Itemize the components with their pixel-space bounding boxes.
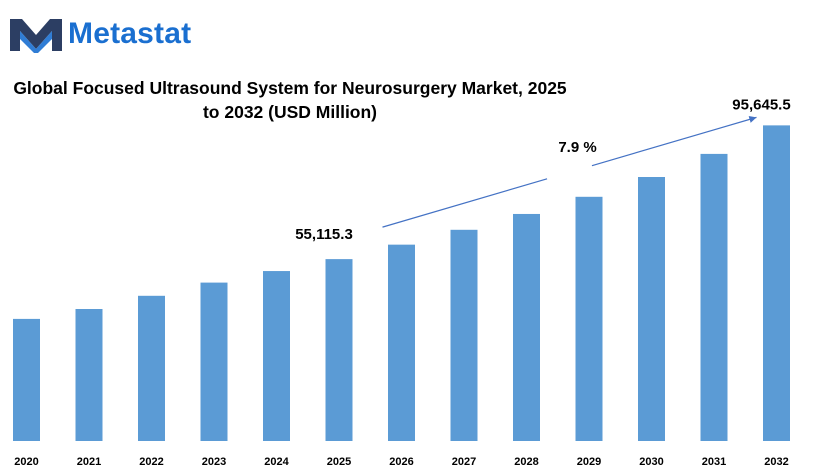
x-tick-2022: 2022 xyxy=(139,456,163,468)
value-label-2025: 55,115.3 xyxy=(295,226,353,243)
bars-group xyxy=(13,125,790,442)
bar-2022 xyxy=(138,295,165,441)
bar-2032 xyxy=(763,125,790,442)
x-tick-2023: 2023 xyxy=(202,456,226,468)
bar-2021 xyxy=(75,309,103,441)
x-tick-2029: 2029 xyxy=(577,456,601,468)
x-tick-2021: 2021 xyxy=(77,456,101,468)
x-tick-2024: 2024 xyxy=(264,456,289,468)
x-tick-2028: 2028 xyxy=(514,456,538,468)
value-label-2032: 95,645.5 xyxy=(732,96,790,113)
bar-2023 xyxy=(200,282,228,441)
brand-name: Metastat xyxy=(68,17,192,50)
x-tick-2025: 2025 xyxy=(327,456,351,468)
trend-arrow xyxy=(382,117,757,228)
bar-2024 xyxy=(263,271,290,441)
x-tick-2031: 2031 xyxy=(702,456,726,468)
annotations-group: 55,115.3 95,645.5 7.9 % xyxy=(295,96,790,243)
bar-2027 xyxy=(450,229,478,441)
x-tick-2026: 2026 xyxy=(389,456,413,468)
x-tick-labels: 2020 2021 2022 2023 2024 2025 2026 2027 2028 2029… xyxy=(14,456,788,468)
bar-2031 xyxy=(700,153,728,441)
brand-logo: Metastat xyxy=(8,14,191,54)
chart-title: Global Focused Ultrasound System for Neu… xyxy=(13,78,567,122)
x-tick-2032: 2032 xyxy=(764,456,788,468)
bar-2020 xyxy=(13,318,40,441)
metastat-logo-icon xyxy=(10,19,62,53)
bar-2029 xyxy=(575,196,603,441)
cagr-label: 7.9 % xyxy=(558,139,596,156)
x-tick-2020: 2020 xyxy=(14,456,38,468)
bar-2026 xyxy=(388,244,415,441)
bar-2030 xyxy=(638,177,665,441)
bar-2028 xyxy=(513,213,540,441)
x-tick-2030: 2030 xyxy=(639,456,663,468)
bar-2025 xyxy=(325,259,353,441)
x-tick-2027: 2027 xyxy=(452,456,476,468)
